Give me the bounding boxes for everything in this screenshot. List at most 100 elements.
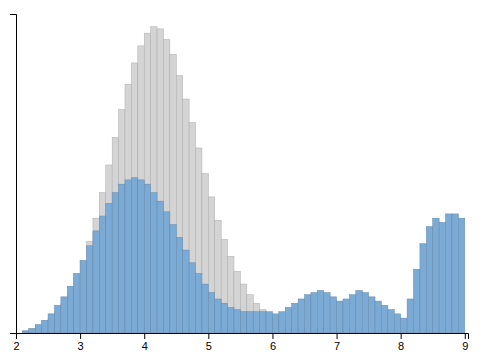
bar xyxy=(151,27,157,333)
bar xyxy=(74,273,80,333)
bar xyxy=(446,214,452,333)
x-axis-line xyxy=(17,334,469,340)
bar xyxy=(215,299,221,333)
bar xyxy=(253,312,259,333)
bar xyxy=(369,297,375,333)
bar xyxy=(29,329,35,333)
bar xyxy=(22,331,28,333)
bar xyxy=(317,290,323,333)
bar xyxy=(420,244,426,333)
bar xyxy=(112,193,118,333)
bar xyxy=(196,273,202,333)
x-tick-mark xyxy=(465,333,466,339)
x-tick-mark xyxy=(272,333,273,339)
bar xyxy=(260,312,266,333)
x-tick: 4 xyxy=(142,333,148,352)
x-axis: 2 3 4 5 6 7 8 9 xyxy=(13,333,468,352)
x-tick-label: 2 xyxy=(13,340,19,352)
bar xyxy=(324,293,330,333)
bar xyxy=(61,297,67,333)
bar xyxy=(35,324,41,333)
bar xyxy=(208,293,214,333)
bar xyxy=(215,220,221,333)
series xyxy=(22,178,464,333)
bar xyxy=(99,193,105,333)
bar xyxy=(401,318,407,333)
bar xyxy=(157,29,163,333)
bar xyxy=(426,227,432,333)
y-axis xyxy=(10,15,17,334)
bar xyxy=(151,193,157,333)
bar xyxy=(157,201,163,333)
bar xyxy=(176,237,182,333)
bar xyxy=(202,284,208,333)
bar xyxy=(170,54,176,333)
bar xyxy=(272,314,278,333)
bar xyxy=(279,312,285,333)
bar xyxy=(112,137,118,333)
bar xyxy=(54,305,60,333)
bar xyxy=(240,312,246,333)
bar xyxy=(414,269,420,333)
bar xyxy=(42,320,48,333)
bar xyxy=(228,307,234,333)
bar xyxy=(138,46,144,333)
bar xyxy=(433,218,439,333)
bar xyxy=(29,329,35,333)
bar xyxy=(183,99,189,333)
bar xyxy=(189,263,195,333)
series xyxy=(22,27,355,333)
bar xyxy=(80,261,86,333)
x-tick-label: 7 xyxy=(334,340,340,352)
bar xyxy=(80,261,86,333)
bar xyxy=(247,295,253,333)
x-tick: 7 xyxy=(334,333,340,352)
bar xyxy=(144,33,150,333)
bar xyxy=(221,239,227,333)
plot-area xyxy=(22,27,464,333)
bar xyxy=(131,63,137,333)
bar xyxy=(394,314,400,333)
bar xyxy=(87,242,93,333)
bar xyxy=(337,301,343,333)
x-tick: 8 xyxy=(398,333,404,352)
x-tick: 5 xyxy=(206,333,212,352)
bar xyxy=(87,246,93,333)
bar xyxy=(106,203,112,333)
bar xyxy=(349,295,355,333)
chart: 2 3 4 5 6 7 8 9 xyxy=(0,0,484,363)
x-tick: 6 xyxy=(270,333,276,352)
x-tick-label: 5 xyxy=(206,340,212,352)
x-tick-mark xyxy=(208,333,209,339)
x-tick: 9 xyxy=(462,333,468,352)
bar xyxy=(240,284,246,333)
bar xyxy=(48,314,54,333)
bar xyxy=(144,184,150,333)
bar xyxy=(234,271,240,333)
bar xyxy=(170,225,176,333)
bar xyxy=(381,305,387,333)
x-tick-mark xyxy=(337,333,338,339)
bar xyxy=(131,178,137,333)
bar xyxy=(298,299,304,333)
bar xyxy=(196,148,202,333)
x-tick-label: 6 xyxy=(270,340,276,352)
bar xyxy=(163,40,169,333)
bar xyxy=(311,293,317,333)
bar xyxy=(119,110,125,333)
bar xyxy=(266,312,272,333)
bar xyxy=(247,312,253,333)
bar xyxy=(234,310,240,333)
x-tick: 3 xyxy=(78,333,84,352)
y-axis-line xyxy=(10,15,17,334)
bar xyxy=(439,222,445,333)
bar xyxy=(93,218,99,333)
bar xyxy=(253,303,259,333)
bar xyxy=(189,122,195,333)
bar xyxy=(260,310,266,333)
x-tick-mark xyxy=(401,333,402,339)
bar xyxy=(375,301,381,333)
bar xyxy=(407,299,413,333)
x-tick-label: 3 xyxy=(78,340,84,352)
bar xyxy=(362,293,368,333)
